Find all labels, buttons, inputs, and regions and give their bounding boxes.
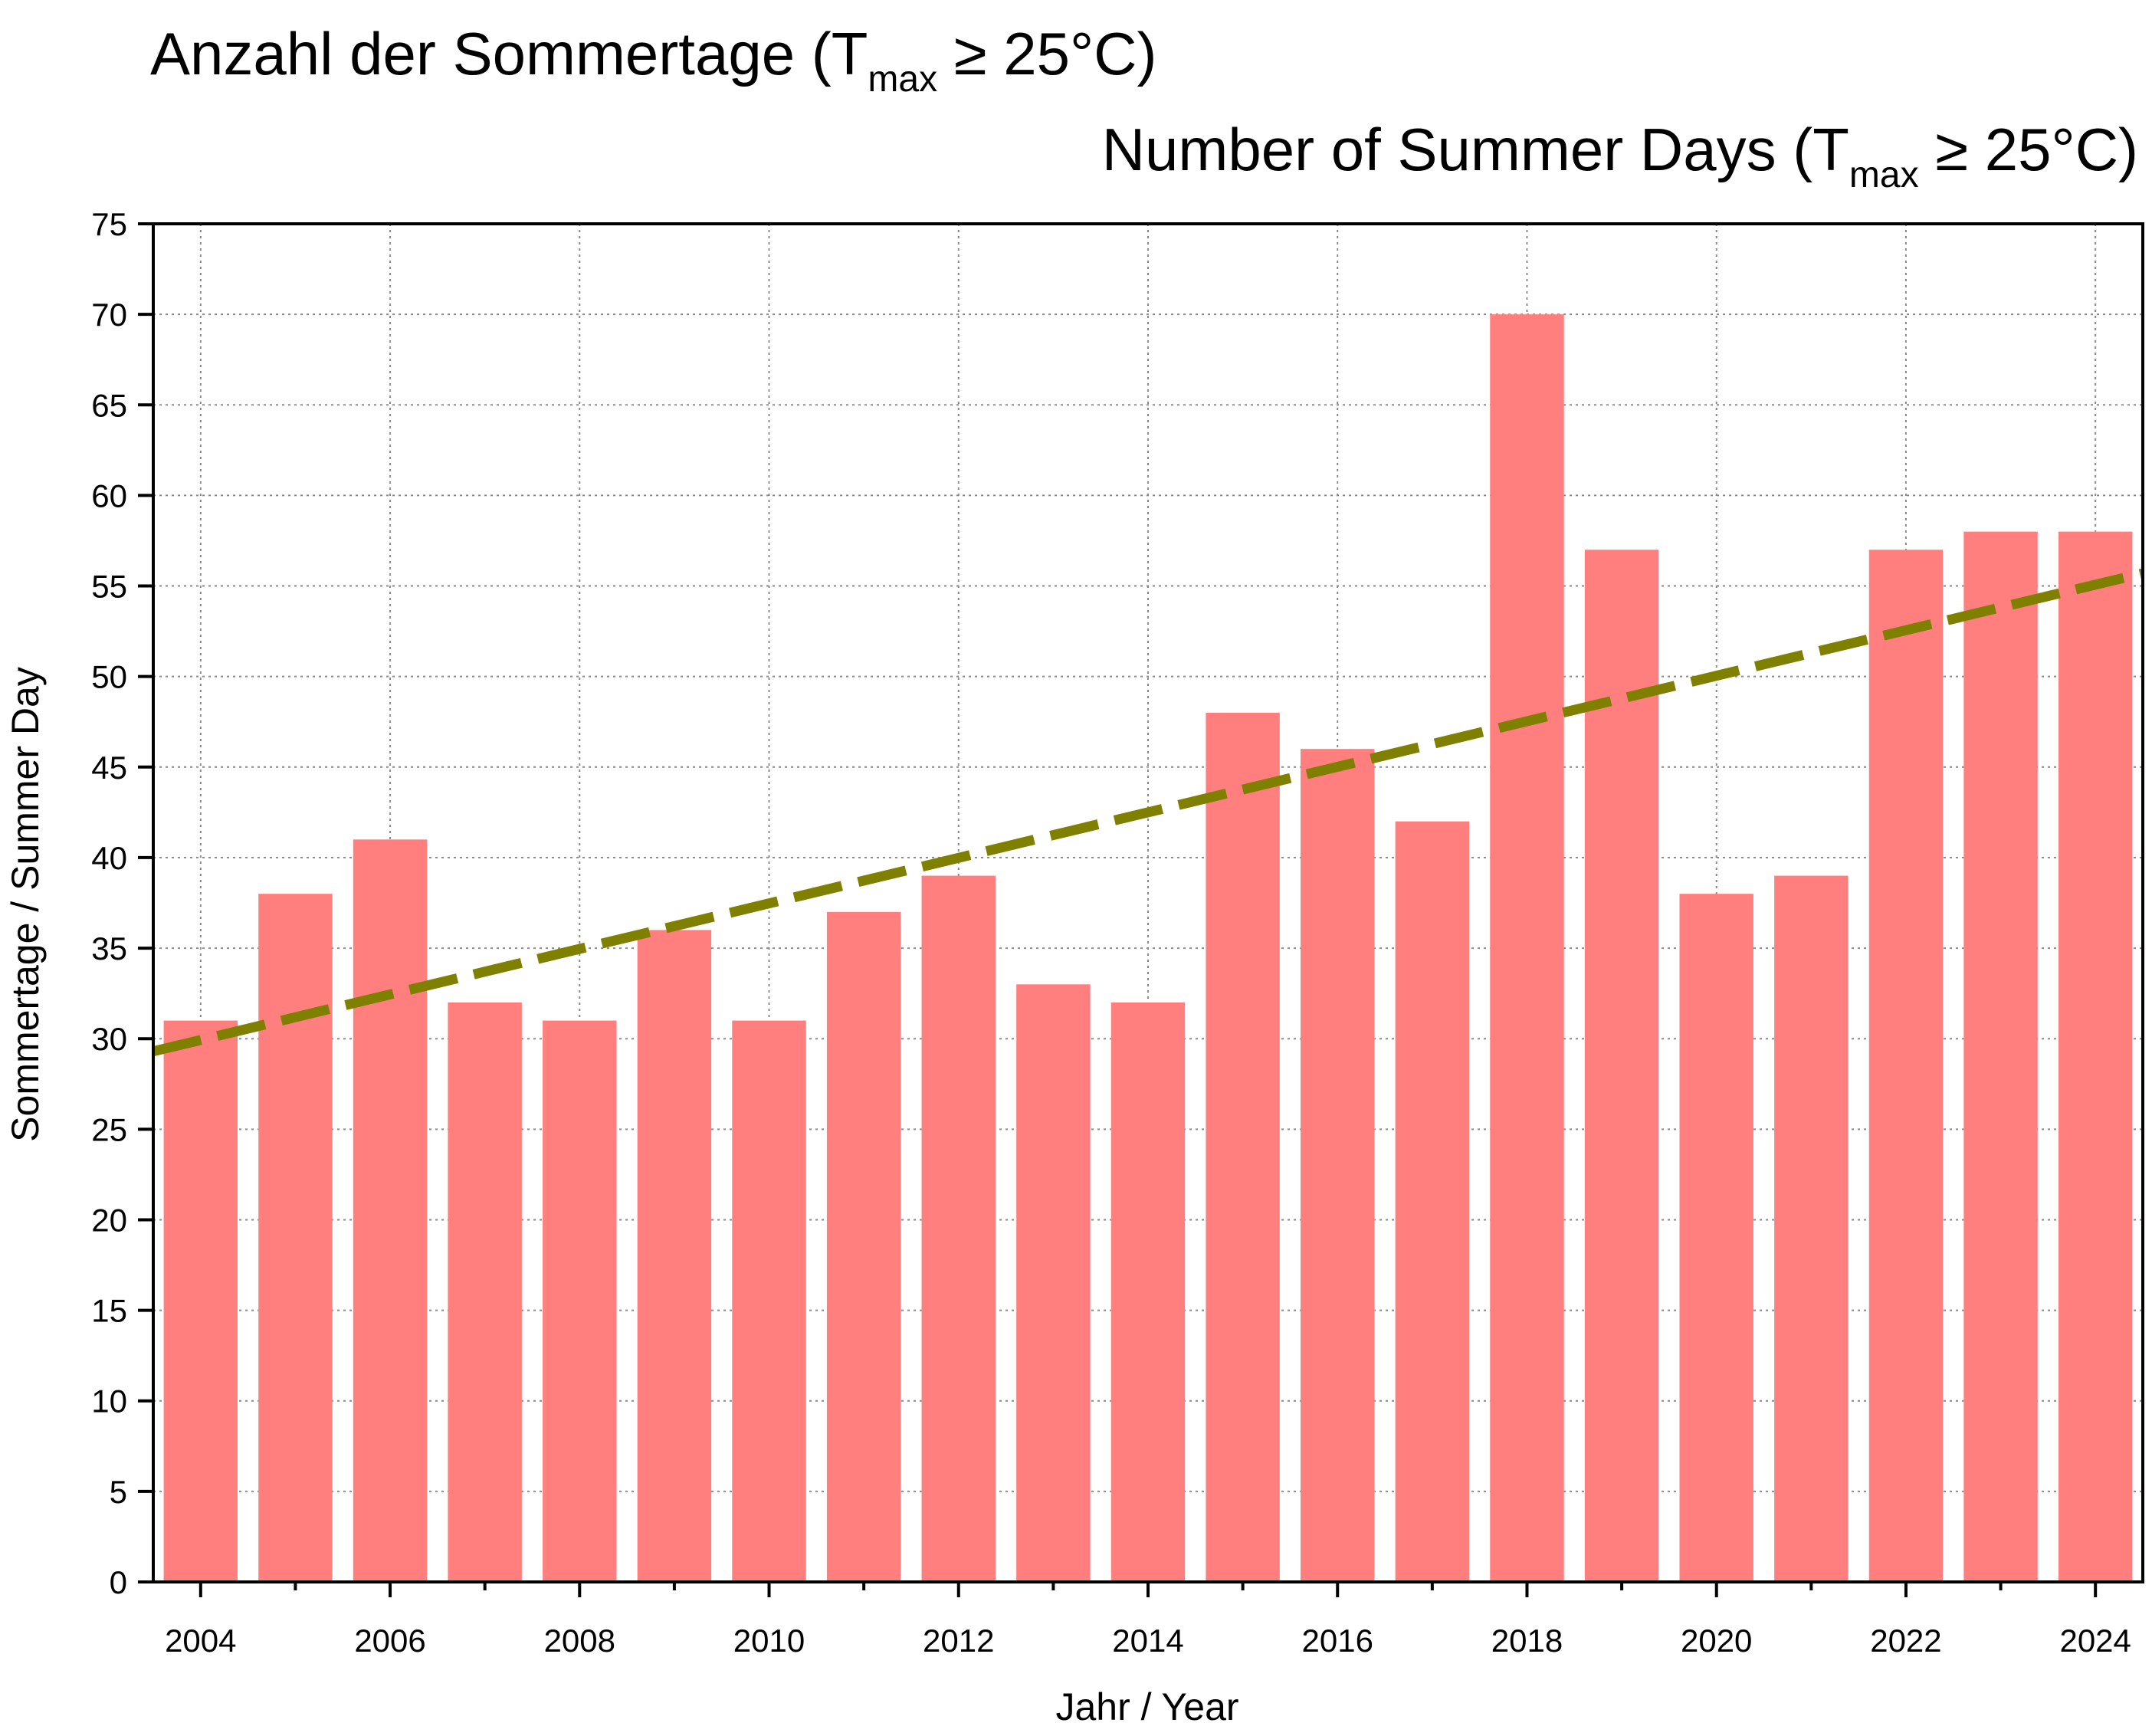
x-tick-label: 2004 xyxy=(165,1623,236,1659)
y-tick-label: 25 xyxy=(91,1111,127,1147)
bar-2008 xyxy=(543,1020,617,1582)
y-tick-label: 5 xyxy=(110,1474,127,1510)
x-tick-label: 2020 xyxy=(1681,1623,1752,1659)
bars xyxy=(163,314,2133,1583)
bar-2005 xyxy=(258,894,333,1582)
y-tick-label: 10 xyxy=(91,1383,127,1419)
x-tick-label: 2006 xyxy=(354,1623,425,1659)
bar-2013 xyxy=(1016,984,1091,1582)
y-tick-label: 30 xyxy=(91,1021,127,1057)
y-tick-label: 75 xyxy=(91,206,127,242)
x-tick-label: 2022 xyxy=(1870,1623,1941,1659)
bar-2007 xyxy=(448,1002,522,1582)
x-axis-title: Jahr / Year xyxy=(1055,1685,1238,1728)
y-axis-title: Sommertage / Summer Day xyxy=(4,667,47,1142)
x-tick-label: 2018 xyxy=(1491,1623,1563,1659)
bar-2010 xyxy=(732,1020,806,1582)
x-axis-ticks: 2004 2006 2008 2010 2012 2014 2016 2018 2020 2022… xyxy=(165,1582,2131,1659)
x-tick-label: 2024 xyxy=(2059,1623,2131,1659)
bar-2024 xyxy=(2058,531,2133,1582)
x-tick-label: 2014 xyxy=(1112,1623,1183,1659)
bar-2004 xyxy=(163,1020,238,1582)
bar-2009 xyxy=(637,930,712,1582)
y-tick-label: 15 xyxy=(91,1293,127,1329)
trend-line xyxy=(152,568,2144,1057)
y-tick-label: 55 xyxy=(91,569,127,605)
y-tick-label: 45 xyxy=(91,750,127,786)
y-tick-label: 40 xyxy=(91,840,127,876)
y-axis-ticks: 0 5 10 15 20 25 30 35 40 45 50 55 60 65 70 75 xyxy=(91,206,153,1600)
y-tick-label: 20 xyxy=(91,1202,127,1238)
y-tick-label: 50 xyxy=(91,659,127,695)
x-tick-label: 2010 xyxy=(733,1623,805,1659)
bar-2015 xyxy=(1206,712,1280,1583)
x-tick-label: 2016 xyxy=(1302,1623,1373,1659)
chart-title-english: Number of Summer Days (Tmax ≥ 25°C) xyxy=(1102,116,2138,195)
bar-2022 xyxy=(1868,550,1944,1582)
y-tick-label: 65 xyxy=(91,387,127,423)
bar-2020 xyxy=(1679,894,1753,1582)
bar-2014 xyxy=(1110,1002,1186,1582)
bar-2019 xyxy=(1584,550,1659,1582)
bar-2018 xyxy=(1490,314,1564,1583)
y-tick-label: 70 xyxy=(91,297,127,333)
bar-2021 xyxy=(1774,875,1849,1582)
y-tick-label: 60 xyxy=(91,477,127,514)
x-tick-label: 2008 xyxy=(544,1623,615,1659)
bar-2023 xyxy=(1963,531,2038,1582)
y-tick-label: 35 xyxy=(91,930,127,966)
bar-2012 xyxy=(921,875,996,1582)
bar-2006 xyxy=(353,839,428,1582)
y-tick-label: 0 xyxy=(110,1564,127,1600)
chart-title-german: Anzahl der Sommertage (Tmax ≥ 25°C) xyxy=(150,20,1156,100)
bar-2011 xyxy=(826,911,901,1582)
bar-2016 xyxy=(1301,749,1375,1582)
bar-2017 xyxy=(1395,821,1470,1582)
x-tick-label: 2012 xyxy=(923,1623,994,1659)
